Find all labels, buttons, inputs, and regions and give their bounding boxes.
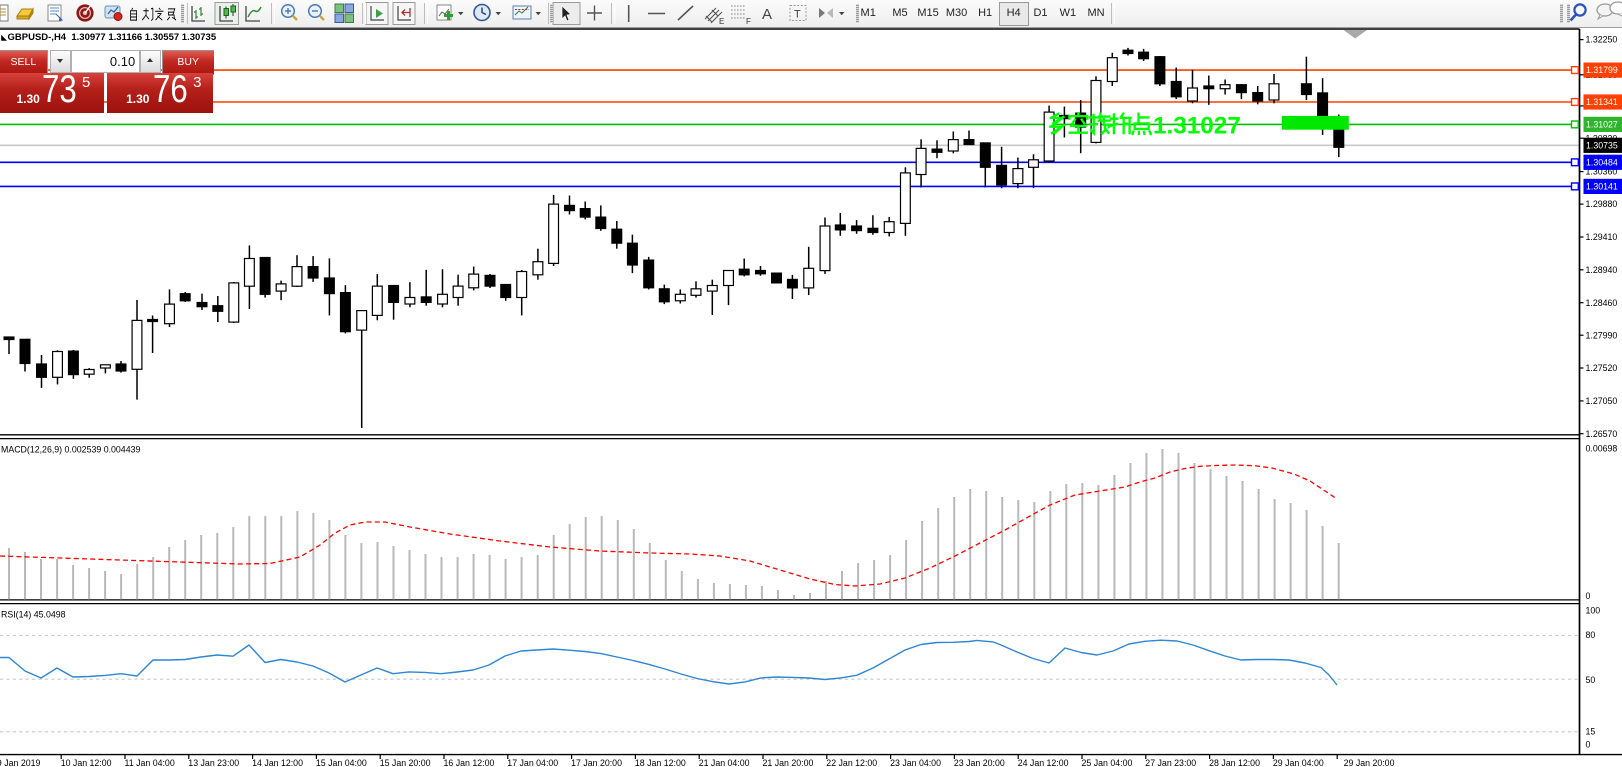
svg-text:80: 80 (1586, 630, 1596, 640)
svg-text:22 Jan 12:00: 22 Jan 12:00 (826, 758, 877, 767)
svg-text:1.27050: 1.27050 (1586, 396, 1618, 406)
svg-text:1.26570: 1.26570 (1586, 429, 1618, 439)
svg-text:100: 100 (1586, 606, 1601, 616)
svg-text:9 Jan 2019: 9 Jan 2019 (0, 758, 41, 767)
svg-text:14 Jan 12:00: 14 Jan 12:00 (252, 758, 303, 767)
svg-text:1.30141: 1.30141 (1586, 182, 1618, 192)
svg-text:1.31027: 1.31027 (1153, 113, 1241, 140)
svg-text:15 Jan 20:00: 15 Jan 20:00 (380, 758, 431, 767)
svg-text:50: 50 (1586, 675, 1596, 685)
svg-text:MACD(12,26,9) 0.002539 0.00443: MACD(12,26,9) 0.002539 0.004439 (1, 444, 140, 454)
svg-text:23 Jan 04:00: 23 Jan 04:00 (890, 758, 941, 767)
svg-text:15 Jan 04:00: 15 Jan 04:00 (316, 758, 367, 767)
svg-text:10 Jan 12:00: 10 Jan 12:00 (61, 758, 112, 767)
svg-text:F: F (746, 17, 751, 26)
svg-text:1.28940: 1.28940 (1586, 265, 1618, 275)
svg-text:15: 15 (1586, 727, 1596, 737)
svg-text:1.27520: 1.27520 (1586, 363, 1618, 373)
svg-text:17 Jan 04:00: 17 Jan 04:00 (507, 758, 558, 767)
svg-text:21 Jan 20:00: 21 Jan 20:00 (763, 758, 814, 767)
svg-text:E: E (719, 17, 724, 26)
svg-text:28 Jan 12:00: 28 Jan 12:00 (1209, 758, 1260, 767)
svg-text:0: 0 (1586, 591, 1591, 601)
svg-text:1.32250: 1.32250 (1586, 35, 1618, 45)
svg-text:1.31027: 1.31027 (1586, 120, 1618, 130)
svg-text:0.00698: 0.00698 (1586, 443, 1618, 453)
svg-text:25 Jan 04:00: 25 Jan 04:00 (1082, 758, 1133, 767)
svg-text:1.30735: 1.30735 (1586, 140, 1618, 150)
svg-text:17 Jan 20:00: 17 Jan 20:00 (571, 758, 622, 767)
svg-text:1.28460: 1.28460 (1586, 298, 1618, 308)
svg-text:0: 0 (1586, 740, 1591, 750)
svg-text:1.29410: 1.29410 (1586, 232, 1618, 242)
svg-text:13 Jan 23:00: 13 Jan 23:00 (188, 758, 239, 767)
svg-text:16 Jan 12:00: 16 Jan 12:00 (444, 758, 495, 767)
svg-text:24 Jan 12:00: 24 Jan 12:00 (1018, 758, 1069, 767)
svg-text:29 Jan 20:00: 29 Jan 20:00 (1344, 758, 1395, 767)
svg-text:RSI(14) 45.0498: RSI(14) 45.0498 (1, 610, 66, 620)
svg-text:1.29880: 1.29880 (1586, 199, 1618, 209)
svg-text:23 Jan 20:00: 23 Jan 20:00 (954, 758, 1005, 767)
svg-text:11 Jan 04:00: 11 Jan 04:00 (125, 758, 175, 767)
svg-text:27 Jan 23:00: 27 Jan 23:00 (1145, 758, 1196, 767)
svg-text:29 Jan 04:00: 29 Jan 04:00 (1273, 758, 1324, 767)
svg-text:1.27990: 1.27990 (1586, 330, 1618, 340)
svg-text:1.31341: 1.31341 (1586, 97, 1618, 107)
svg-text:1.30484: 1.30484 (1586, 157, 1618, 167)
svg-text:1.31799: 1.31799 (1586, 65, 1618, 75)
svg-text:1.30360: 1.30360 (1586, 167, 1618, 177)
svg-text:A: A (762, 6, 772, 23)
svg-text:18 Jan 12:00: 18 Jan 12:00 (635, 758, 686, 767)
svg-text:21 Jan 04:00: 21 Jan 04:00 (699, 758, 750, 767)
svg-text:T: T (794, 9, 801, 21)
